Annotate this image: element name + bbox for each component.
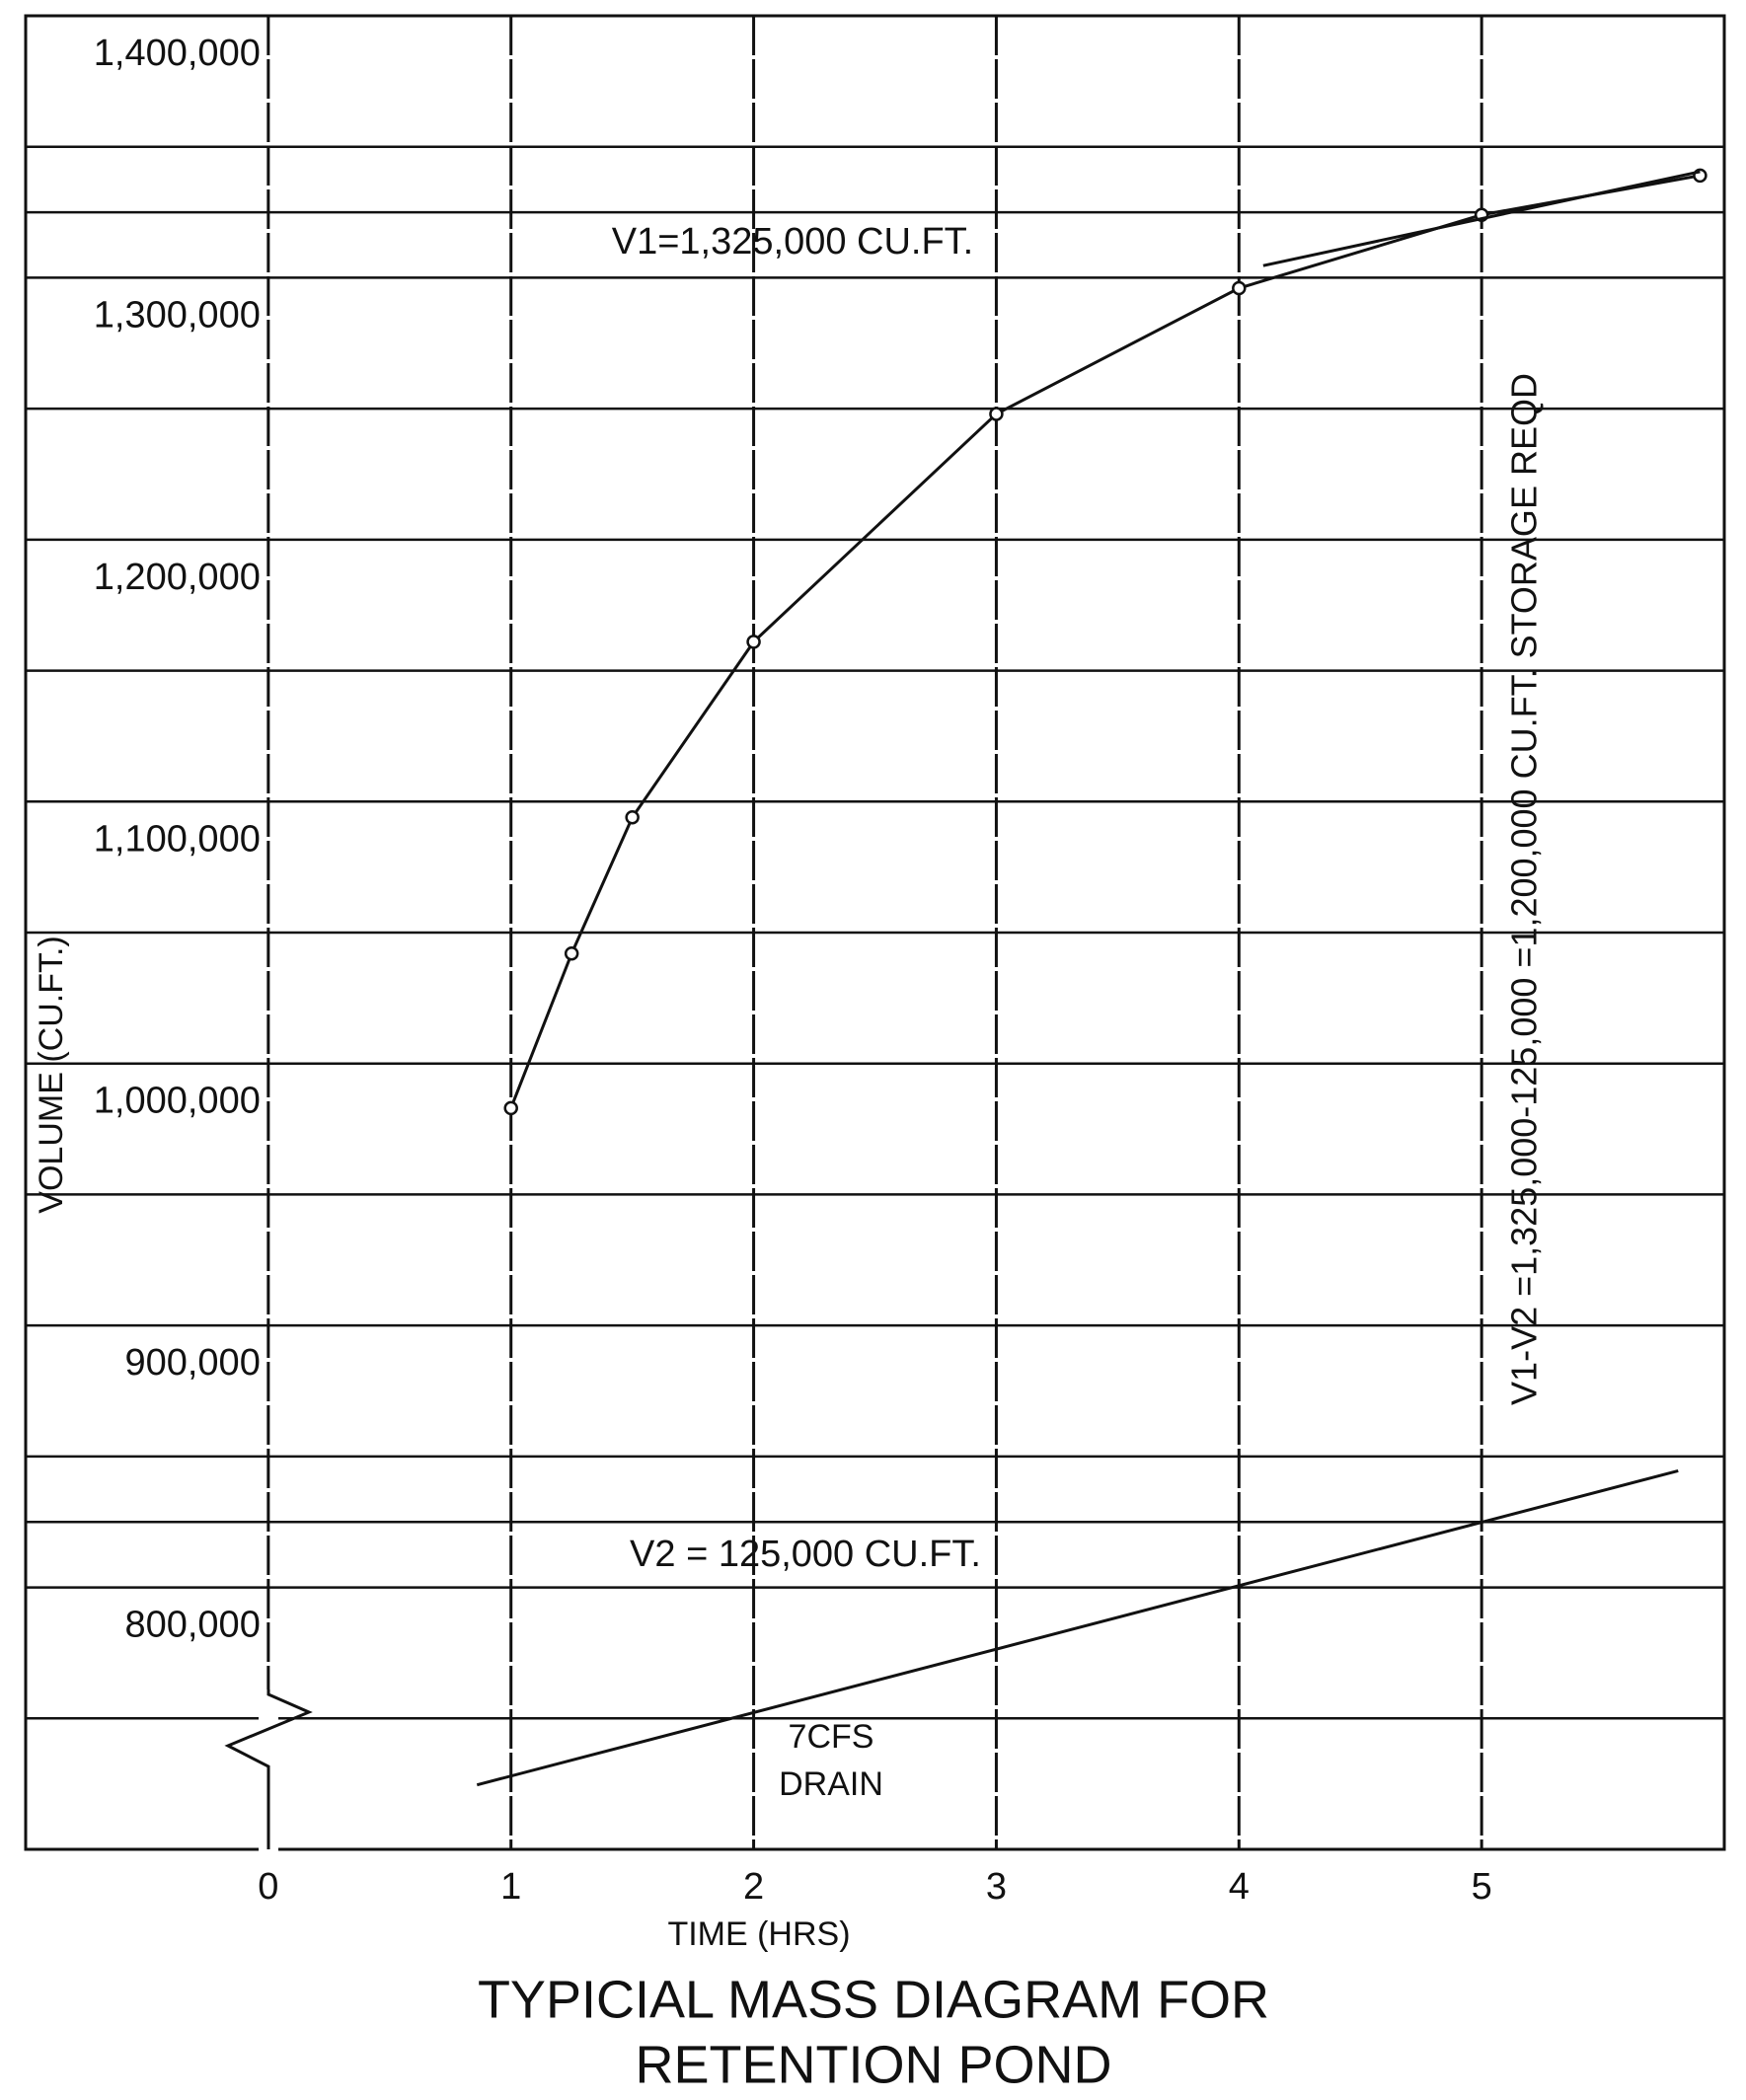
y-axis-label: VOLUME (CU.FT.) — [33, 936, 70, 1213]
y-tick-label: 900,000 — [124, 1342, 260, 1384]
annotation: V1-V2 =1,325,000-125,000 =1,200,000 CU.F… — [1504, 373, 1545, 1405]
series-line — [1262, 170, 1701, 267]
y-tick-label: 1,400,000 — [94, 33, 261, 74]
x-tick-label: 4 — [1229, 1866, 1250, 1908]
data-point — [503, 1100, 518, 1116]
data-point — [989, 407, 1004, 421]
series-line — [476, 1469, 1679, 1787]
y-tick-label: 1,100,000 — [94, 818, 261, 860]
axis-break-zigzag — [224, 1689, 313, 1849]
y-tick-label: 1,300,000 — [94, 294, 261, 336]
chart-title: TYPICIAL MASS DIAGRAM FOR — [478, 1970, 1269, 2029]
reference-label: V1=1,325,000 CU.FT. — [612, 221, 974, 262]
axis-break — [224, 1689, 313, 1852]
reference-label: V2 = 125,000 CU.FT. — [630, 1534, 981, 1575]
marks — [476, 168, 1708, 1787]
x-axis-label: TIME (HRS) — [667, 1915, 850, 1953]
annotation: 7CFS — [789, 1718, 874, 1756]
y-tick-label: 800,000 — [124, 1605, 260, 1646]
x-tick-label: 0 — [258, 1866, 278, 1908]
y-tick-label: 1,000,000 — [94, 1081, 261, 1122]
x-tick-label: 3 — [986, 1866, 1007, 1908]
grid: 800,000 900,000 1,000,000 1,100,000 1,200,00… — [24, 14, 1726, 1908]
data-point — [1232, 280, 1247, 296]
annotation: DRAIN — [779, 1765, 883, 1803]
y-tick-label: 1,200,000 — [94, 557, 261, 598]
chart-title: RETENTION POND — [635, 2035, 1111, 2094]
data-point — [746, 635, 761, 649]
x-tick-label: 1 — [500, 1866, 521, 1908]
x-tick-label: 5 — [1472, 1866, 1492, 1908]
data-point — [564, 945, 579, 961]
x-tick-label: 2 — [743, 1866, 764, 1908]
data-point — [625, 809, 640, 825]
